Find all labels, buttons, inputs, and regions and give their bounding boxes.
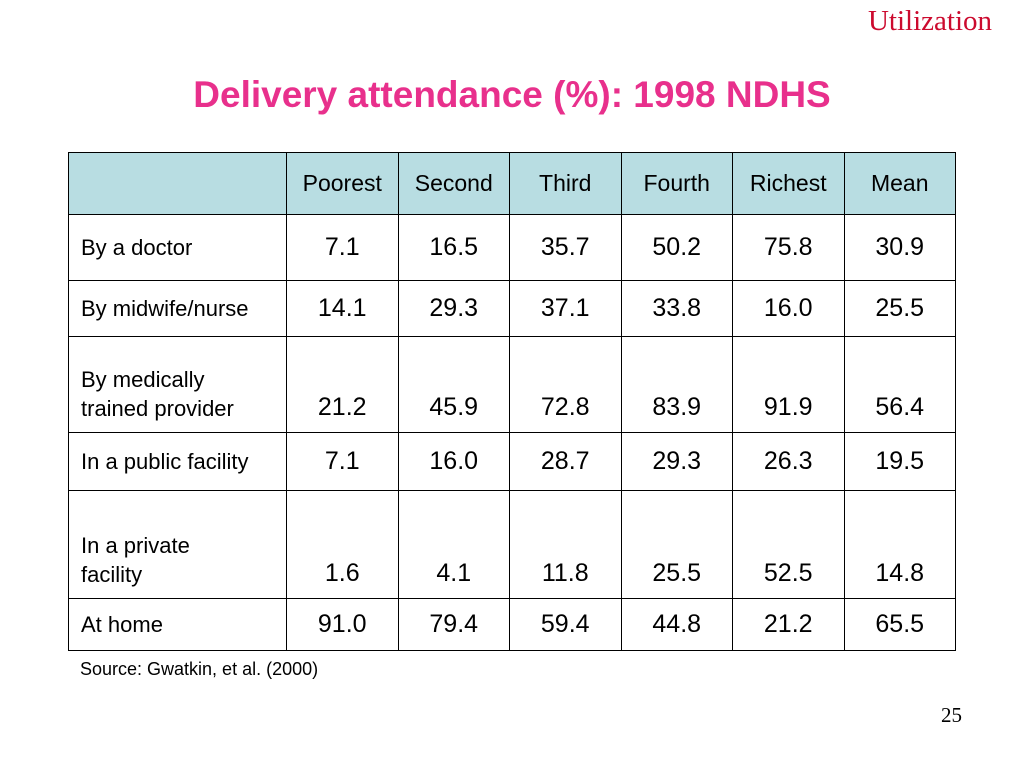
value-cell: 45.9 — [397, 336, 510, 433]
value-cell: 29.3 — [397, 280, 510, 337]
page-title: Delivery attendance (%): 1998 NDHS — [193, 74, 831, 115]
value-cell: 91.9 — [732, 336, 845, 433]
value-cell: 4.1 — [397, 490, 510, 599]
value-cell: 19.5 — [843, 432, 956, 491]
value-cell: 21.2 — [286, 336, 399, 433]
corner-label: Utilization — [867, 5, 992, 37]
header-cell-poorest: Poorest — [286, 152, 399, 215]
value-cell: 37.1 — [509, 280, 622, 337]
value-cell: 52.5 — [732, 490, 845, 599]
value-cell: 7.1 — [286, 214, 399, 281]
value-cell: 59.4 — [509, 598, 622, 651]
value-cell: 56.4 — [843, 336, 956, 433]
value-cell: 25.5 — [620, 490, 733, 599]
value-cell: 11.8 — [509, 490, 622, 599]
header-cell-empty — [68, 152, 287, 215]
page-number: 25 — [941, 703, 962, 727]
table-header-row: Poorest Second Third Fourth Richest Mean — [68, 152, 956, 215]
table-row: In a public facility 7.1 16.0 28.7 29.3 … — [68, 432, 956, 491]
value-cell: 65.5 — [843, 598, 956, 651]
value-cell: 21.2 — [732, 598, 845, 651]
value-cell: 83.9 — [620, 336, 733, 433]
header-cell-second: Second — [397, 152, 510, 215]
table-row: At home 91.0 79.4 59.4 44.8 21.2 65.5 — [68, 598, 956, 651]
value-cell: 33.8 — [620, 280, 733, 337]
table-row: By a doctor 7.1 16.5 35.7 50.2 75.8 30.9 — [68, 214, 956, 281]
value-cell: 28.7 — [509, 432, 622, 491]
header-cell-fourth: Fourth — [620, 152, 733, 215]
value-cell: 16.5 — [397, 214, 510, 281]
table-row: By midwife/nurse 14.1 29.3 37.1 33.8 16.… — [68, 280, 956, 337]
row-label: By medically trained provider — [68, 336, 287, 433]
value-cell: 25.5 — [843, 280, 956, 337]
row-label: At home — [68, 598, 287, 651]
header-cell-richest: Richest — [732, 152, 845, 215]
value-cell: 16.0 — [732, 280, 845, 337]
value-cell: 79.4 — [397, 598, 510, 651]
value-cell: 26.3 — [732, 432, 845, 491]
value-cell: 50.2 — [620, 214, 733, 281]
row-label: In a public facility — [68, 432, 287, 491]
table-row: In a private facility 1.6 4.1 11.8 25.5 … — [68, 490, 956, 599]
row-label: By midwife/nurse — [68, 280, 287, 337]
source-note: Source: Gwatkin, et al. (2000) — [80, 659, 319, 679]
table-row: By medically trained provider 21.2 45.9 … — [68, 336, 956, 433]
delivery-attendance-table: Poorest Second Third Fourth Richest Mean… — [68, 152, 956, 651]
row-label: In a private facility — [68, 490, 287, 599]
value-cell: 35.7 — [509, 214, 622, 281]
value-cell: 30.9 — [843, 214, 956, 281]
value-cell: 29.3 — [620, 432, 733, 491]
header-cell-mean: Mean — [843, 152, 956, 215]
value-cell: 14.8 — [843, 490, 956, 599]
value-cell: 72.8 — [509, 336, 622, 433]
value-cell: 1.6 — [286, 490, 399, 599]
value-cell: 44.8 — [620, 598, 733, 651]
value-cell: 91.0 — [286, 598, 399, 651]
header-cell-third: Third — [509, 152, 622, 215]
value-cell: 75.8 — [732, 214, 845, 281]
value-cell: 14.1 — [286, 280, 399, 337]
value-cell: 7.1 — [286, 432, 399, 491]
row-label: By a doctor — [68, 214, 287, 281]
value-cell: 16.0 — [397, 432, 510, 491]
